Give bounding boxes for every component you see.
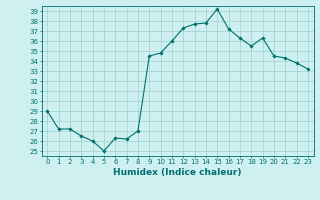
- X-axis label: Humidex (Indice chaleur): Humidex (Indice chaleur): [113, 168, 242, 177]
